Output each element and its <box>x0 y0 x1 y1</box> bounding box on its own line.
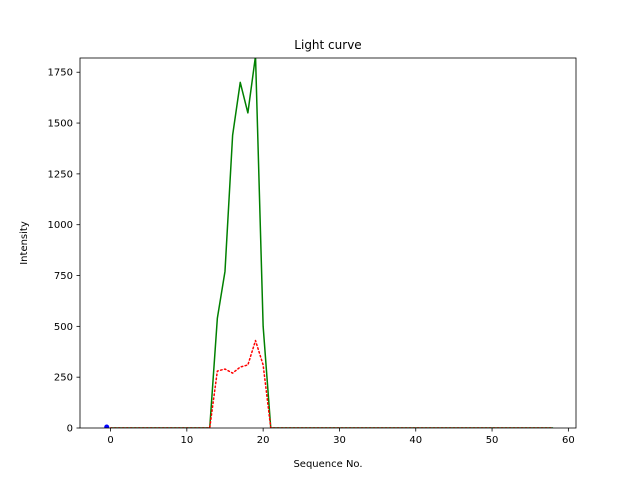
y-tick-label: 1250 <box>48 169 73 180</box>
y-tick-label: 1000 <box>48 220 73 231</box>
x-axis-label: Sequence No. <box>293 459 362 470</box>
y-tick-label: 500 <box>54 322 73 333</box>
plot-frame <box>79 57 577 429</box>
series-1-line <box>109 339 554 428</box>
x-tick-label: 20 <box>257 435 270 446</box>
x-tick-label: 30 <box>333 435 346 446</box>
x-tick-label: 40 <box>409 435 422 446</box>
series-2-point <box>104 424 110 428</box>
plot-area: 0 10 20 30 40 50 60 0 250 500 750 1000 1250 1500 1750 <box>48 57 577 446</box>
x-tick-label: 60 <box>562 435 575 446</box>
chart-title: Light curve <box>294 38 361 52</box>
y-tick-label: 1750 <box>48 68 73 79</box>
y-axis-label: Intensity <box>19 221 30 265</box>
y-tick-label: 750 <box>54 271 73 282</box>
x-tick-label: 0 <box>107 435 113 446</box>
y-tick-label: 0 <box>67 424 73 435</box>
x-tick-label: 50 <box>486 435 499 446</box>
y-tick-label: 250 <box>54 373 73 384</box>
y-tick-label: 1500 <box>48 119 73 130</box>
x-tick-label: 10 <box>180 435 193 446</box>
series-group <box>104 58 554 428</box>
